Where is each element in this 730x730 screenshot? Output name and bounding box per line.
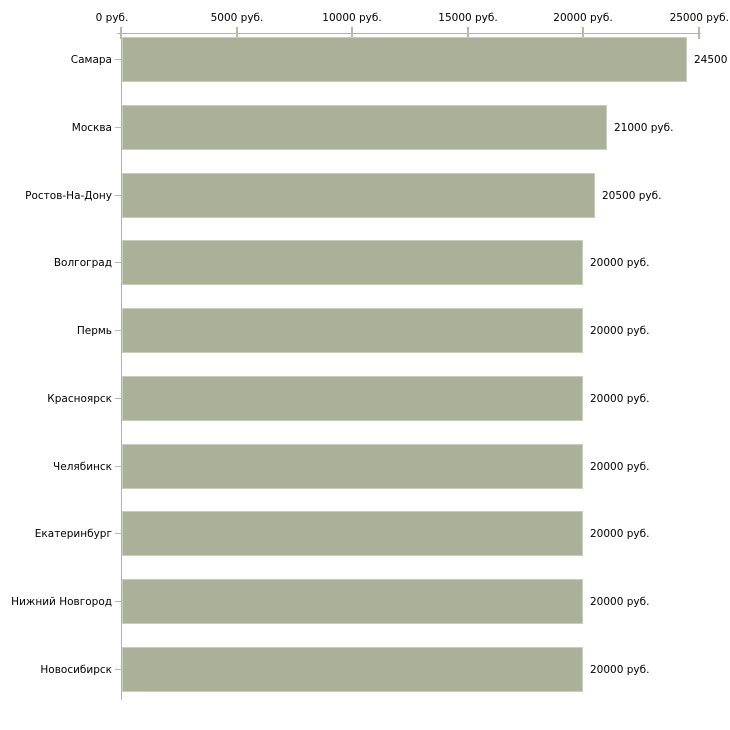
x-tick-label: 15000 руб. bbox=[438, 12, 498, 24]
category-label: Красноярск bbox=[47, 392, 112, 405]
category-label: Нижний Новгород bbox=[11, 595, 112, 608]
x-axis-line bbox=[117, 33, 701, 34]
x-tick-mark bbox=[351, 27, 353, 39]
bar-value-label: 20000 руб. bbox=[590, 256, 650, 269]
bar bbox=[122, 647, 583, 692]
category-label: Новосибирск bbox=[40, 663, 112, 676]
category-label: Самара bbox=[70, 53, 112, 66]
x-tick-label: 20000 руб. bbox=[553, 12, 613, 24]
bar bbox=[122, 173, 595, 218]
bar-value-label: 21000 руб. bbox=[614, 121, 674, 134]
x-tick-mark bbox=[467, 27, 469, 39]
bar bbox=[122, 37, 687, 82]
bar bbox=[122, 308, 583, 353]
x-tick-label: 25000 руб. bbox=[669, 12, 729, 24]
bar-value-label: 20000 руб. bbox=[590, 392, 650, 405]
bar bbox=[122, 511, 583, 556]
y-tick-mark bbox=[115, 195, 124, 196]
x-tick-label: 5000 руб. bbox=[210, 12, 264, 24]
category-label: Москва bbox=[71, 121, 112, 134]
bar-value-label: 20500 руб. bbox=[602, 189, 662, 202]
x-tick-label: 0 руб. bbox=[95, 12, 129, 24]
x-tick-mark bbox=[698, 27, 700, 39]
x-tick-mark bbox=[582, 27, 584, 39]
bar bbox=[122, 376, 583, 421]
bar bbox=[122, 579, 583, 624]
y-axis-line bbox=[121, 27, 122, 700]
bar-value-label: 20000 руб. bbox=[590, 595, 650, 608]
bar-value-label: 24500 bbox=[694, 53, 728, 66]
bar bbox=[122, 240, 583, 285]
bar bbox=[122, 105, 607, 150]
bar-value-label: 20000 руб. bbox=[590, 527, 650, 540]
x-tick-mark bbox=[236, 27, 238, 39]
y-tick-mark bbox=[115, 533, 124, 534]
y-tick-mark bbox=[115, 398, 124, 399]
category-label: Волгоград bbox=[53, 256, 112, 269]
bar-value-label: 20000 руб. bbox=[590, 324, 650, 337]
y-tick-mark bbox=[115, 601, 124, 602]
category-label: Пермь bbox=[76, 324, 112, 337]
y-tick-mark bbox=[115, 262, 124, 263]
category-label: Челябинск bbox=[53, 460, 112, 473]
bar-value-label: 20000 руб. bbox=[590, 663, 650, 676]
y-tick-mark bbox=[115, 669, 124, 670]
bar bbox=[122, 444, 583, 489]
y-tick-mark bbox=[115, 59, 124, 60]
bar-value-label: 20000 руб. bbox=[590, 460, 650, 473]
y-tick-mark bbox=[115, 127, 124, 128]
x-tick-mark bbox=[120, 27, 122, 39]
category-label: Ростов-На-Дону bbox=[25, 189, 112, 202]
y-tick-mark bbox=[115, 330, 124, 331]
y-tick-mark bbox=[115, 466, 124, 467]
x-tick-label: 10000 руб. bbox=[322, 12, 382, 24]
category-label: Екатеринбург bbox=[34, 527, 112, 540]
